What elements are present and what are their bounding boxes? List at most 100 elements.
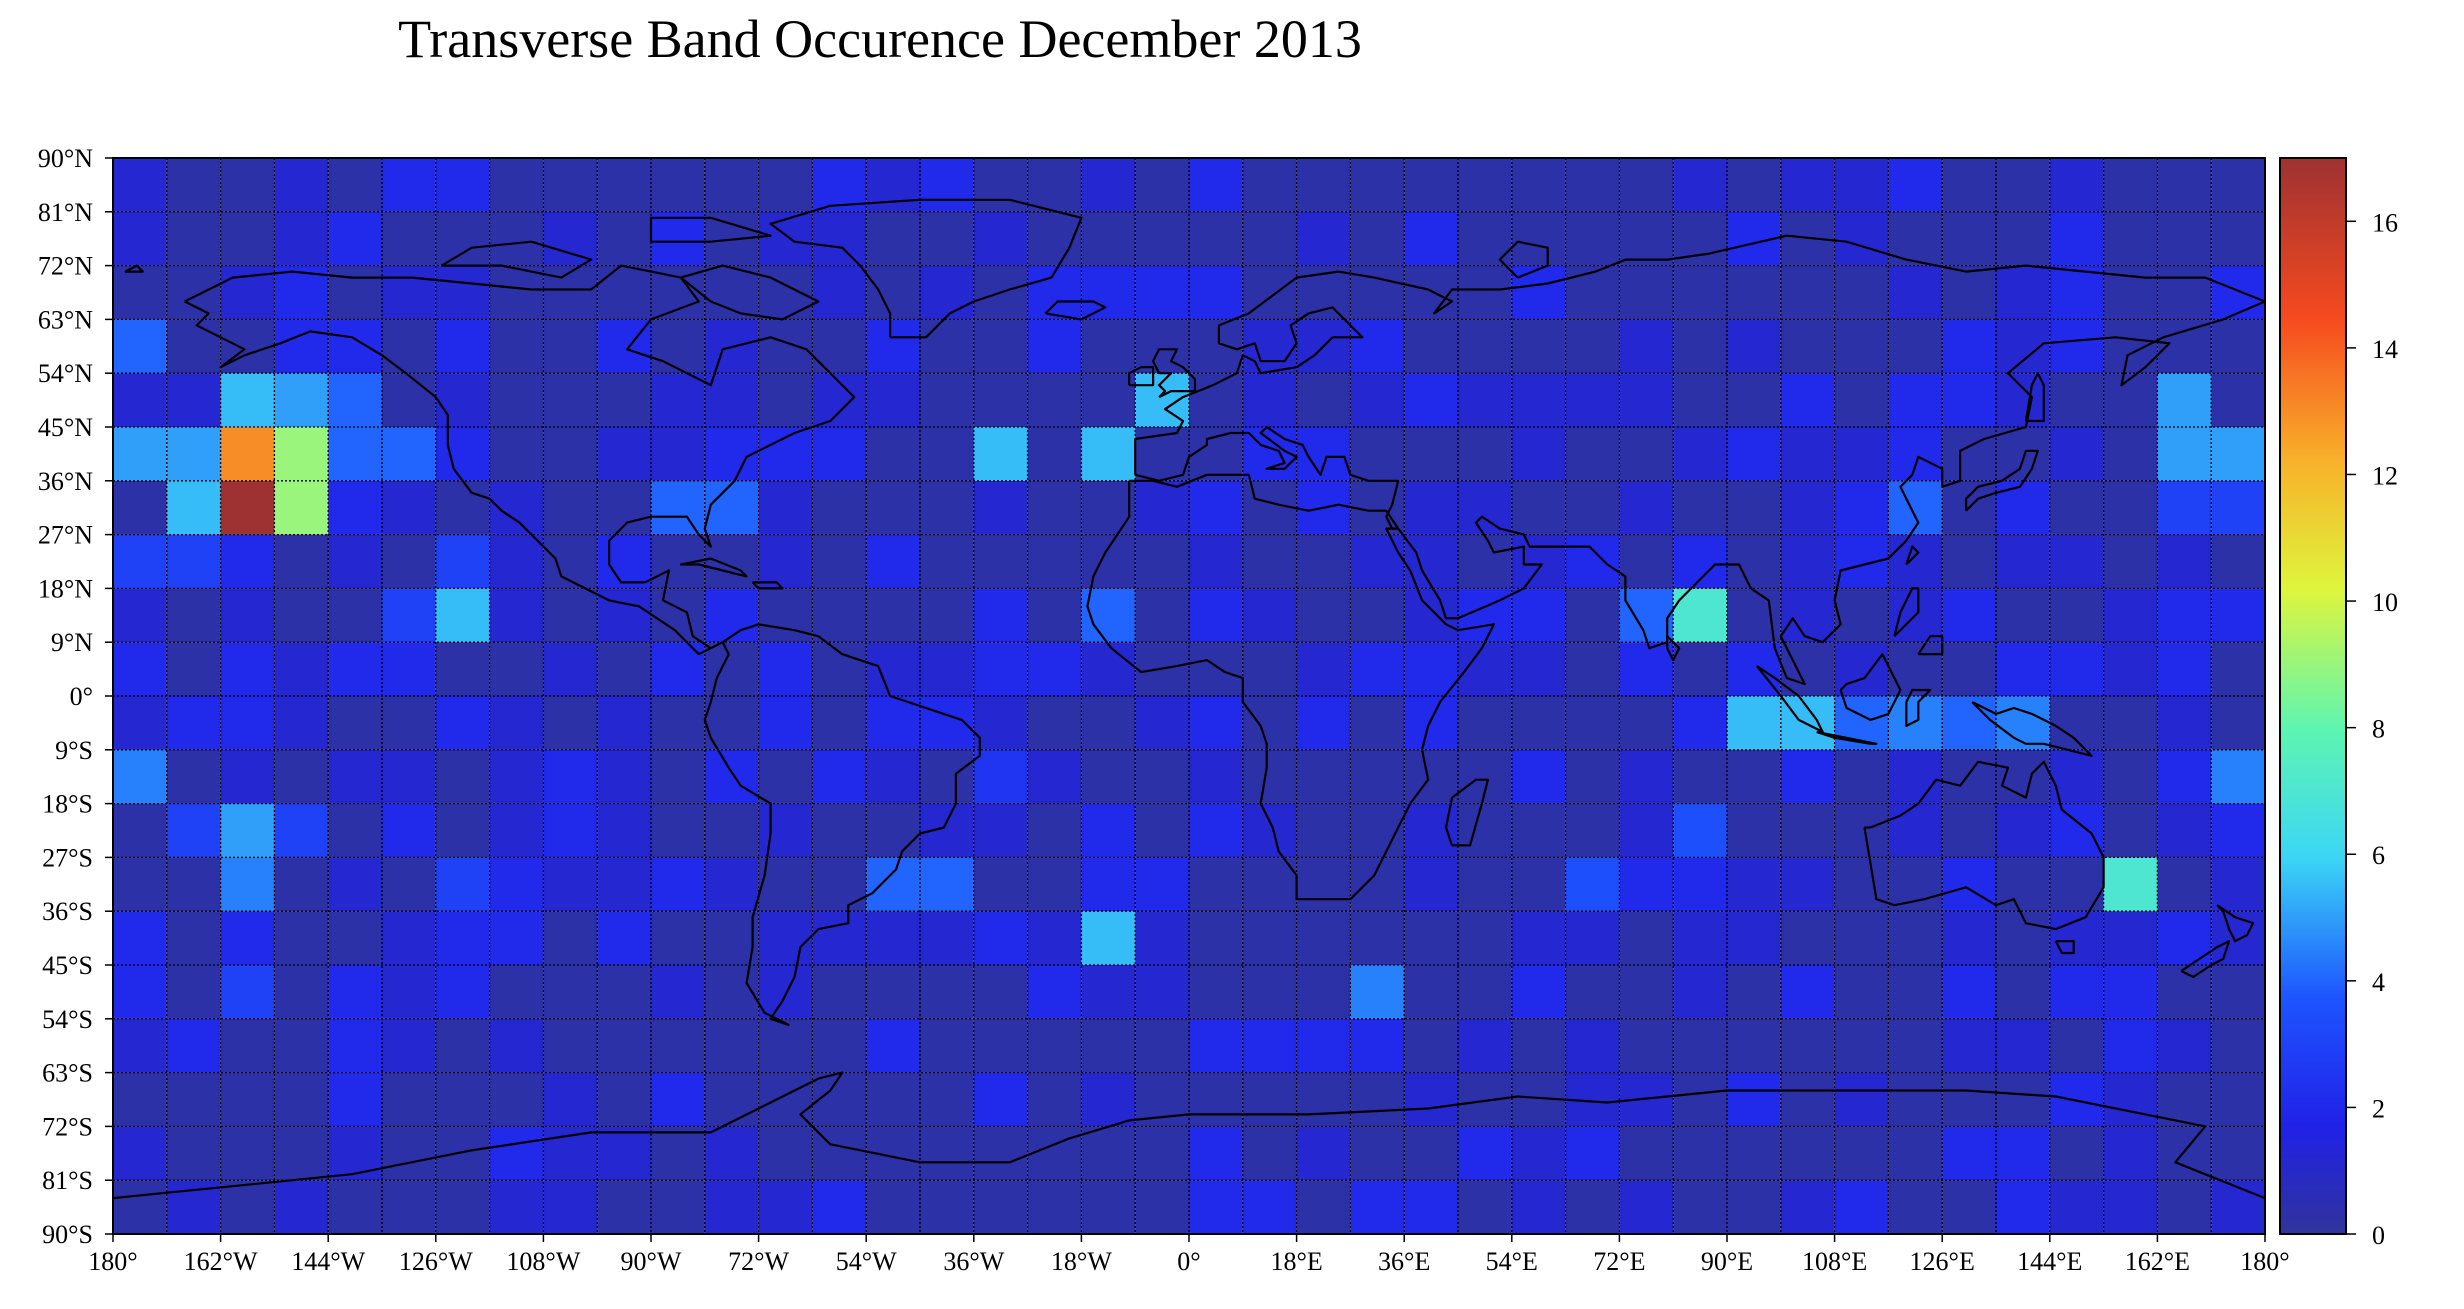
y-tick-label: 27°N xyxy=(38,521,93,550)
heatmap-cell xyxy=(1888,1072,1943,1127)
heatmap-cell xyxy=(1081,642,1136,696)
heatmap-cell xyxy=(489,319,544,374)
heatmap-cell xyxy=(1780,857,1835,912)
heatmap-cell xyxy=(973,1072,1028,1127)
heatmap-cell xyxy=(489,588,544,643)
heatmap-cell xyxy=(1296,749,1351,804)
heatmap-cell xyxy=(489,373,544,427)
heatmap-cell xyxy=(812,427,867,481)
heatmap-cell xyxy=(973,588,1028,643)
heatmap-cell xyxy=(274,642,329,696)
heatmap-cell xyxy=(651,642,705,696)
heatmap-cell xyxy=(1565,588,1620,643)
heatmap-cell xyxy=(382,588,436,643)
heatmap-cell xyxy=(812,319,867,374)
heatmap-cell xyxy=(1888,803,1943,858)
heatmap-cell xyxy=(704,642,759,696)
heatmap-cell xyxy=(597,1018,651,1073)
y-tick-label: 18°S xyxy=(42,790,93,819)
heatmap-cell xyxy=(1296,857,1351,912)
heatmap-cell xyxy=(1996,211,2050,266)
heatmap-cell xyxy=(704,749,759,804)
heatmap-cell xyxy=(489,642,544,696)
heatmap-cell xyxy=(651,480,705,535)
heatmap-cell xyxy=(1780,1072,1835,1127)
heatmap-cell xyxy=(758,373,813,427)
heatmap-cell xyxy=(1350,427,1405,481)
heatmap-cell xyxy=(1135,1180,1189,1234)
heatmap-cell xyxy=(1619,373,1674,427)
heatmap-cell xyxy=(113,1126,167,1181)
heatmap-cell xyxy=(113,642,167,696)
heatmap-cell xyxy=(1834,211,1889,266)
heatmap-cell xyxy=(166,1126,221,1181)
heatmap-cell xyxy=(1135,265,1189,320)
heatmap-cell xyxy=(2211,1072,2265,1127)
heatmap-cell xyxy=(1727,642,1781,696)
heatmap-cell xyxy=(382,803,436,858)
heatmap-cell xyxy=(1834,1126,1889,1181)
heatmap-cell xyxy=(1511,534,1566,589)
heatmap-cell xyxy=(920,1180,974,1234)
x-tick-label: 108°W xyxy=(506,1247,580,1276)
heatmap-cell xyxy=(1834,1018,1889,1073)
heatmap-cell xyxy=(704,588,759,643)
heatmap-cell xyxy=(920,857,974,912)
heatmap-cell xyxy=(2103,158,2158,212)
heatmap-cell xyxy=(1673,911,1727,965)
heatmap-cell xyxy=(866,480,920,535)
y-tick-label: 72°S xyxy=(42,1112,93,1141)
heatmap-cell xyxy=(1027,319,1082,374)
y-tick-label: 0° xyxy=(70,682,93,711)
heatmap-cell xyxy=(1727,1126,1781,1181)
heatmap-cell xyxy=(274,911,329,965)
heatmap-cell xyxy=(1780,642,1835,696)
heatmap-cell xyxy=(758,319,813,374)
heatmap-cell xyxy=(2211,696,2265,750)
heatmap-cell xyxy=(1511,965,1566,1019)
heatmap-cell xyxy=(1511,158,1566,212)
heatmap-cell xyxy=(274,803,329,858)
heatmap-cell xyxy=(704,373,759,427)
heatmap-cell xyxy=(2103,803,2158,858)
heatmap-cell xyxy=(1942,642,1996,696)
heatmap-cell xyxy=(1996,427,2050,481)
heatmap-cell xyxy=(1942,911,1996,965)
heatmap-cell xyxy=(1189,1180,1243,1234)
heatmap-cell xyxy=(1565,373,1620,427)
heatmap-cell xyxy=(1135,534,1189,589)
heatmap-cell xyxy=(1942,158,1996,212)
heatmap-cell xyxy=(1350,1126,1405,1181)
heatmap-cell xyxy=(1189,534,1243,589)
x-tick-label: 144°W xyxy=(291,1247,365,1276)
heatmap-cell xyxy=(1458,1018,1512,1073)
heatmap-cell xyxy=(2103,211,2158,266)
heatmap-cell xyxy=(166,588,221,643)
coastline xyxy=(1905,688,1932,727)
heatmap-cell xyxy=(1242,1018,1297,1073)
heatmap-cell xyxy=(1619,480,1674,535)
heatmap-cell xyxy=(382,480,436,535)
heatmap-cell xyxy=(1619,211,1674,266)
heatmap-cell xyxy=(2049,427,2104,481)
heatmap-cell xyxy=(1189,158,1243,212)
heatmap-cell xyxy=(1888,158,1943,212)
x-tick-labels: 180° 162°W 144°W 126°W 108°W 90°W 72°W 54°W 36°W… xyxy=(88,1234,2290,1276)
heatmap-cell xyxy=(1942,373,1996,427)
y-tick-label: 36°N xyxy=(38,467,93,496)
heatmap-cell xyxy=(1673,158,1727,212)
heatmap-cell xyxy=(1189,319,1243,374)
x-tick-label: 144°E xyxy=(2017,1247,2082,1276)
coastline-outlines xyxy=(112,198,2267,1200)
heatmap-cell xyxy=(1242,319,1297,374)
heatmap-cell xyxy=(113,803,167,858)
heatmap-cell xyxy=(1081,965,1136,1019)
heatmap-cell xyxy=(1673,1126,1727,1181)
heatmap-cell xyxy=(1565,1126,1620,1181)
heatmap-cell xyxy=(812,534,867,589)
heatmap-cell xyxy=(1135,803,1189,858)
colorbar-tick-label: 14 xyxy=(2372,335,2398,364)
heatmap-cell xyxy=(1242,588,1297,643)
heatmap-cell xyxy=(1458,534,1512,589)
heatmap-cell xyxy=(1727,803,1781,858)
